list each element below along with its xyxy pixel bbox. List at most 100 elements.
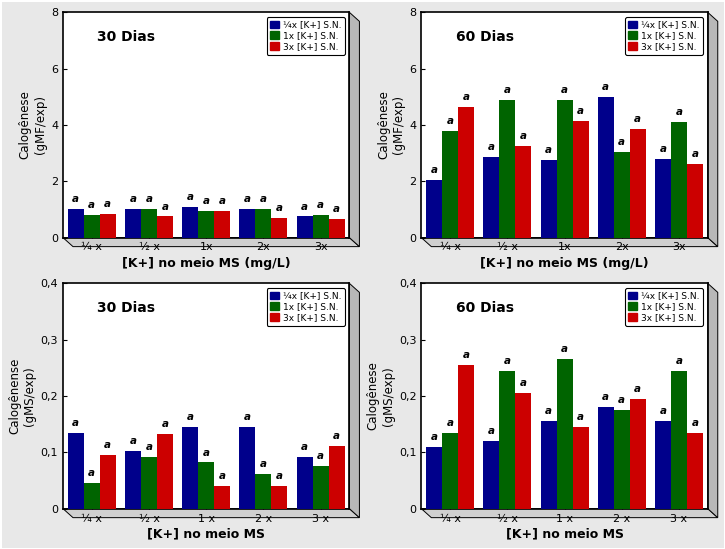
Polygon shape [349, 283, 360, 518]
Text: a: a [488, 142, 495, 153]
Text: a: a [463, 350, 470, 360]
Text: a: a [602, 393, 609, 402]
Text: a: a [504, 356, 511, 366]
Bar [157, 216, 173, 238]
Bar [100, 455, 116, 508]
Bar [84, 215, 100, 238]
Bar [84, 483, 100, 508]
X-axis label: [K+] no meio MS: [K+] no meio MS [505, 528, 624, 541]
Bar [541, 160, 557, 238]
Bar [141, 210, 157, 238]
Text: a: a [317, 200, 324, 210]
Bar [687, 433, 703, 508]
Text: a: a [244, 412, 251, 422]
Text: a: a [130, 194, 136, 204]
Text: a: a [634, 114, 641, 124]
Text: a: a [104, 440, 112, 450]
Bar [613, 152, 630, 238]
Text: a: a [186, 412, 194, 422]
Text: 30 Dias: 30 Dias [97, 30, 155, 44]
Polygon shape [421, 508, 718, 518]
Bar [426, 447, 442, 508]
Text: a: a [260, 194, 267, 204]
Text: a: a [692, 149, 698, 159]
Bar [484, 441, 500, 508]
Bar [597, 407, 613, 508]
Bar [630, 129, 646, 238]
Text: a: a [463, 92, 470, 102]
Bar [100, 214, 116, 238]
Bar [442, 131, 458, 238]
Text: a: a [431, 165, 438, 175]
Text: a: a [72, 194, 79, 204]
Bar [182, 206, 198, 238]
Text: a: a [186, 192, 194, 201]
Text: a: a [577, 106, 584, 116]
Text: 60 Dias: 60 Dias [456, 30, 514, 44]
Text: a: a [88, 468, 95, 478]
Text: a: a [618, 395, 625, 405]
Text: a: a [276, 471, 283, 481]
Text: 60 Dias: 60 Dias [456, 301, 514, 315]
Bar [157, 434, 173, 508]
Text: a: a [692, 418, 698, 428]
Text: a: a [520, 378, 527, 388]
Text: a: a [561, 344, 568, 355]
Bar [655, 421, 671, 508]
Text: 30 Dias: 30 Dias [97, 301, 155, 315]
Bar [671, 371, 687, 508]
Bar [214, 211, 231, 238]
Legend: ¼x [K+] S.N., 1x [K+] S.N., 3x [K+] S.N.: ¼x [K+] S.N., 1x [K+] S.N., 3x [K+] S.N. [267, 17, 345, 55]
Bar [125, 210, 141, 238]
Bar [312, 467, 328, 508]
Bar [271, 486, 287, 508]
Text: a: a [431, 432, 438, 442]
Bar [328, 446, 344, 508]
Bar [515, 146, 531, 238]
Text: a: a [260, 459, 267, 469]
Bar [198, 211, 214, 238]
Y-axis label: Calogênese
(gMF/exp): Calogênese (gMF/exp) [19, 91, 47, 159]
Bar [541, 421, 557, 508]
Bar [255, 474, 271, 508]
Text: a: a [660, 406, 666, 416]
Bar [297, 216, 312, 238]
Bar [271, 218, 287, 238]
Bar [141, 457, 157, 508]
Text: a: a [333, 204, 340, 214]
Text: a: a [488, 426, 495, 436]
Bar [255, 210, 271, 238]
Bar [687, 164, 703, 238]
Bar [297, 457, 312, 508]
Text: a: a [146, 194, 152, 204]
Text: a: a [545, 406, 552, 416]
Text: a: a [561, 85, 568, 94]
Legend: ¼x [K+] S.N., 1x [K+] S.N., 3x [K+] S.N.: ¼x [K+] S.N., 1x [K+] S.N., 3x [K+] S.N. [267, 288, 345, 326]
Bar [500, 99, 515, 238]
Text: a: a [676, 107, 682, 117]
Text: a: a [301, 201, 308, 211]
Polygon shape [349, 12, 360, 247]
Text: a: a [203, 196, 210, 206]
Text: a: a [72, 418, 79, 428]
Text: a: a [219, 196, 225, 206]
Text: a: a [162, 419, 168, 429]
Bar [597, 97, 613, 238]
Bar [557, 99, 573, 238]
Text: a: a [602, 82, 609, 92]
Text: a: a [520, 131, 527, 141]
Bar [239, 427, 255, 508]
X-axis label: [K+] no meio MS: [K+] no meio MS [147, 528, 265, 541]
Bar [442, 433, 458, 508]
Polygon shape [708, 12, 718, 247]
Legend: ¼x [K+] S.N., 1x [K+] S.N., 3x [K+] S.N.: ¼x [K+] S.N., 1x [K+] S.N., 3x [K+] S.N. [625, 17, 703, 55]
Bar [214, 486, 231, 508]
Bar [613, 410, 630, 508]
Text: a: a [447, 116, 454, 126]
Bar [655, 159, 671, 238]
Y-axis label: Calogênense
(gMS/exp): Calogênense (gMS/exp) [8, 358, 36, 434]
Bar [630, 399, 646, 508]
Bar [68, 210, 84, 238]
Text: a: a [203, 447, 210, 457]
Bar [458, 107, 474, 238]
